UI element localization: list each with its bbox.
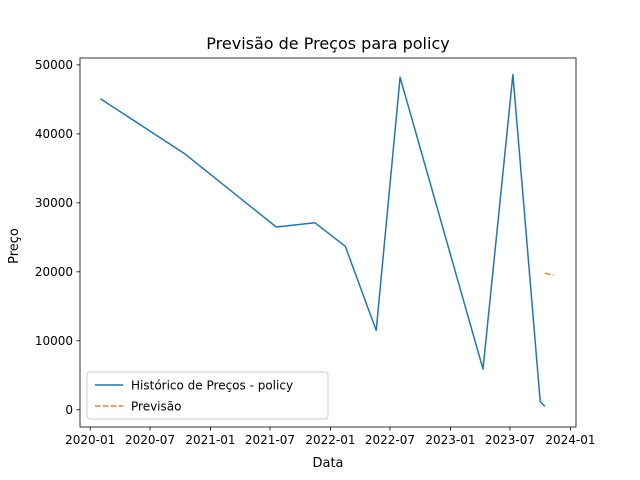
y-tick-label: 20000 xyxy=(35,265,73,279)
x-tick-label: 2022-01 xyxy=(305,433,355,447)
x-tick-label: 2024-01 xyxy=(545,433,595,447)
series-line-0 xyxy=(99,73,546,407)
plot-area: 2020-01 2020-07 2021-01 2021-07 2022-01 2022-… xyxy=(35,57,595,447)
y-tick-label: 40000 xyxy=(35,127,73,141)
y-tick-label: 50000 xyxy=(35,58,73,72)
x-tick-label: 2022-07 xyxy=(365,433,415,447)
y-tick-label: 10000 xyxy=(35,334,73,348)
x-tick-label: 2023-07 xyxy=(485,433,535,447)
series-line-1 xyxy=(544,272,554,277)
axes-frame xyxy=(79,57,577,428)
x-tick-label: 2020-01 xyxy=(65,433,115,447)
y-tick-label: 30000 xyxy=(35,196,73,210)
legend-label-1: Previsão xyxy=(131,400,181,414)
chart-title: Previsão de Preços para policy xyxy=(206,34,449,53)
x-tick-label: 2020-07 xyxy=(125,433,175,447)
x-axis-label: Data xyxy=(312,456,343,471)
legend: Histórico de Preços - policy Previsão xyxy=(86,371,329,420)
y-tick-label: 0 xyxy=(65,403,73,417)
x-tick-label: 2023-01 xyxy=(425,433,475,447)
x-tick-label: 2021-01 xyxy=(185,433,235,447)
x-tick-label: 2021-07 xyxy=(245,433,295,447)
legend-label-0: Histórico de Preços - policy xyxy=(131,379,293,393)
y-axis-label: Preço xyxy=(7,228,22,264)
legend-box xyxy=(86,371,329,420)
